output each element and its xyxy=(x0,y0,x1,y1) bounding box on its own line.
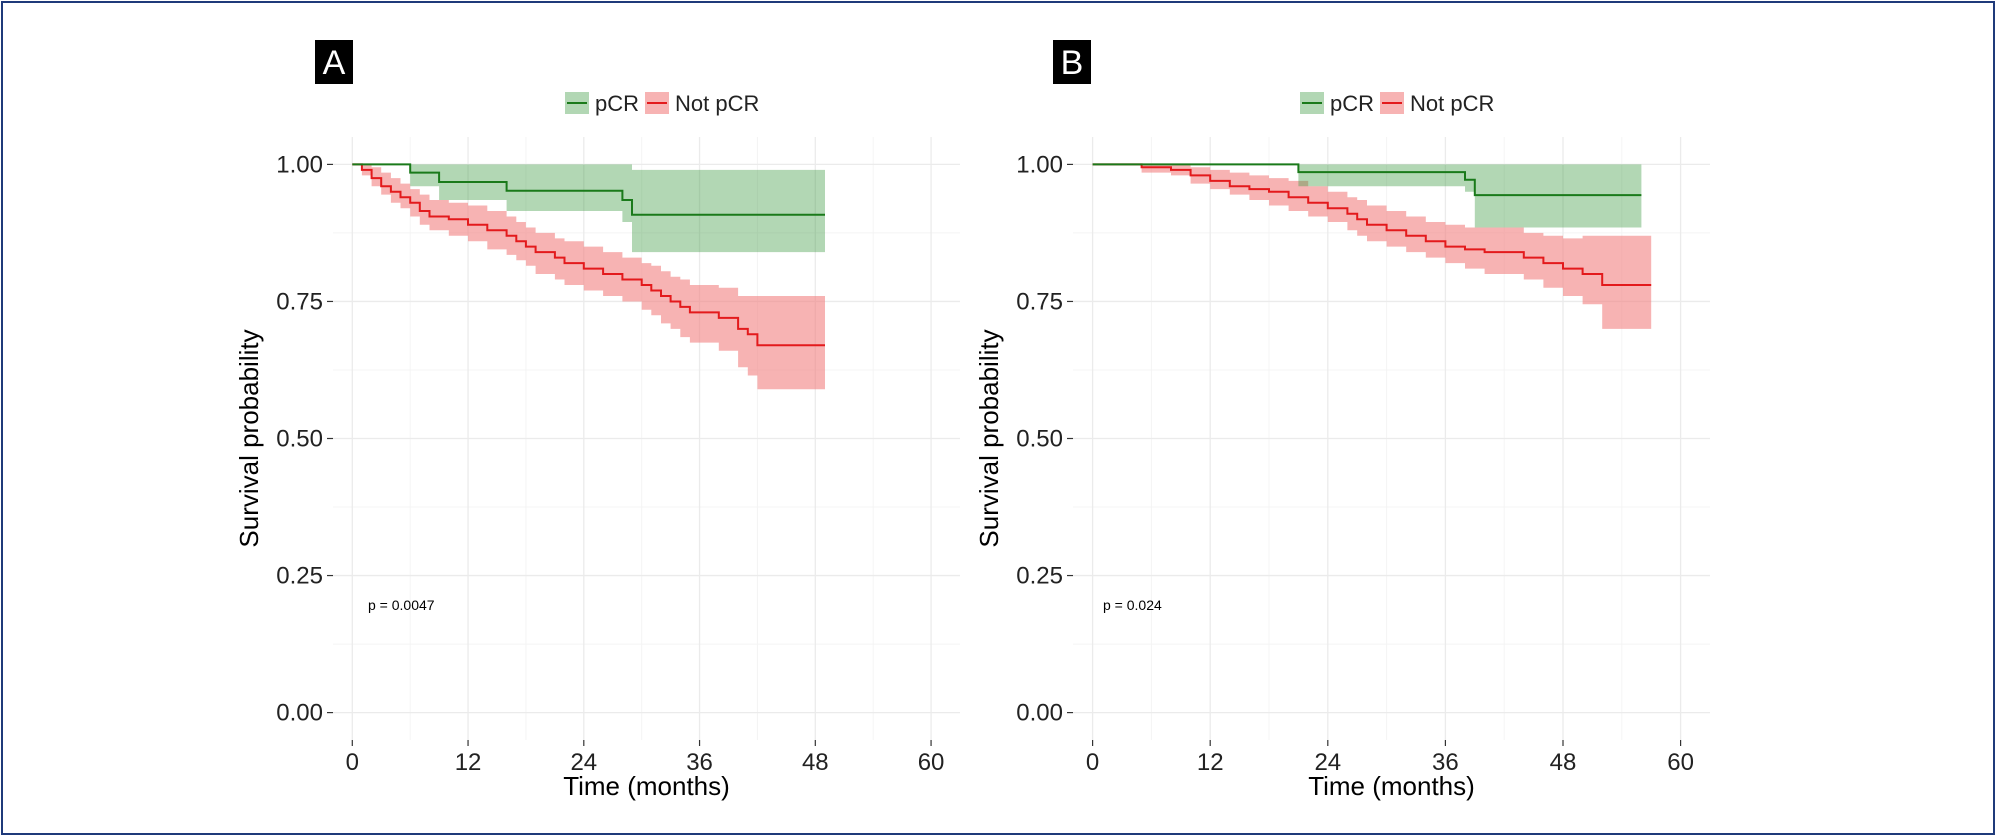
x-tick-label: 60 xyxy=(1667,749,1694,776)
legend-not-pcr-label: Not pCR xyxy=(1410,91,1494,116)
y-tick-label: 0.75 xyxy=(1016,288,1063,315)
x-tick-label: 48 xyxy=(1550,749,1577,776)
y-tick-label: 1.00 xyxy=(1016,151,1063,178)
y-tick-label: 0.00 xyxy=(276,700,323,727)
pcr-survival-curve xyxy=(1092,163,1642,197)
x-tick-label: 36 xyxy=(686,749,713,776)
x-tick-label: 60 xyxy=(918,749,945,776)
y-tick-label: 0.75 xyxy=(276,288,323,315)
x-tick-label: 24 xyxy=(1314,749,1341,776)
not-pcr-confidence-band xyxy=(352,164,825,390)
pcr-confidence-band xyxy=(352,164,825,255)
x-tick-label: 12 xyxy=(1197,749,1224,776)
y-tick-label: 1.00 xyxy=(276,151,323,178)
not-pcr-survival-curve xyxy=(352,163,825,347)
y-tick-label: 0.50 xyxy=(276,426,323,453)
x-axis-title: Time (months) xyxy=(1308,771,1475,801)
x-tick-label: 0 xyxy=(1086,749,1099,776)
not-pcr-survival-curve xyxy=(1092,163,1652,286)
p-value-label: p = 0.0047 xyxy=(368,597,435,613)
panel-b: 0.00 0.25 0.50 0.75 1.00 0 12 24 36 48 60 Time (mon… xyxy=(974,40,1710,801)
pcr-survival-curve xyxy=(352,163,825,216)
y-tick-label: 0.25 xyxy=(276,563,323,590)
panel-label: A xyxy=(323,44,346,82)
x-tick-label: 12 xyxy=(455,749,482,776)
y-tick-label: 0.25 xyxy=(1016,563,1063,590)
y-tick-label: 0.50 xyxy=(1016,426,1063,453)
x-axis-title: Time (months) xyxy=(563,771,730,801)
y-axis-title: Survival probability xyxy=(974,329,1004,547)
legend-pcr-label: pCR xyxy=(595,91,639,116)
legend-pcr-label: pCR xyxy=(1330,91,1374,116)
panel-label: B xyxy=(1061,44,1084,82)
y-axis-title: Survival probability xyxy=(234,329,264,547)
p-value-label: p = 0.024 xyxy=(1103,597,1162,613)
x-tick-label: 0 xyxy=(346,749,359,776)
panel-label-box xyxy=(1053,40,1091,84)
not-pcr-confidence-band xyxy=(1092,164,1652,329)
legend-not-pcr-label: Not pCR xyxy=(675,91,759,116)
x-tick-label: 36 xyxy=(1432,749,1459,776)
pcr-confidence-band xyxy=(1092,164,1642,228)
panel-label-box xyxy=(315,40,353,84)
x-tick-label: 48 xyxy=(802,749,829,776)
x-tick-label: 24 xyxy=(570,749,597,776)
panel-a: 0.00 0.25 0.50 0.75 1.00 0 12 24 36 48 60 Time (mon… xyxy=(234,40,960,801)
y-tick-label: 0.00 xyxy=(1016,700,1063,727)
